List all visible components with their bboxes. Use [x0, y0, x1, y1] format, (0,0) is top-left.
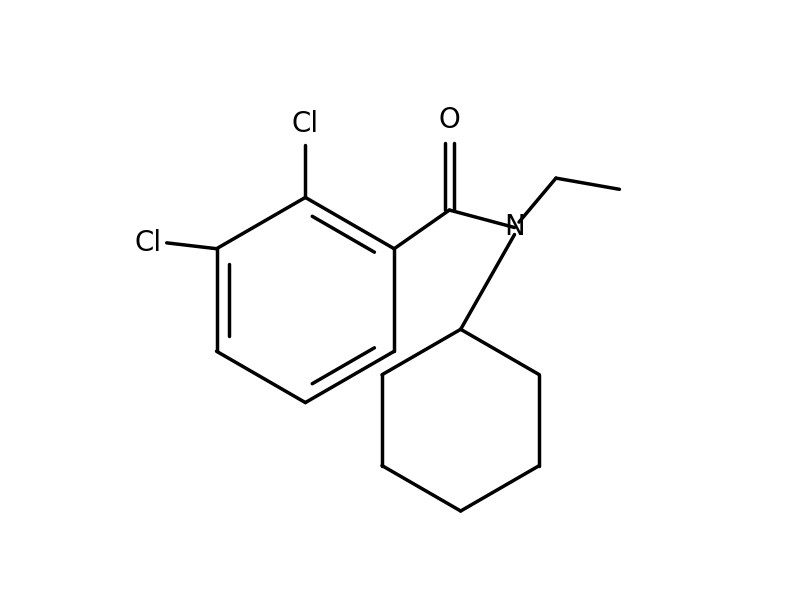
Text: N: N: [504, 214, 525, 241]
Text: Cl: Cl: [135, 229, 162, 257]
Text: O: O: [438, 106, 460, 134]
Text: Cl: Cl: [292, 110, 319, 137]
